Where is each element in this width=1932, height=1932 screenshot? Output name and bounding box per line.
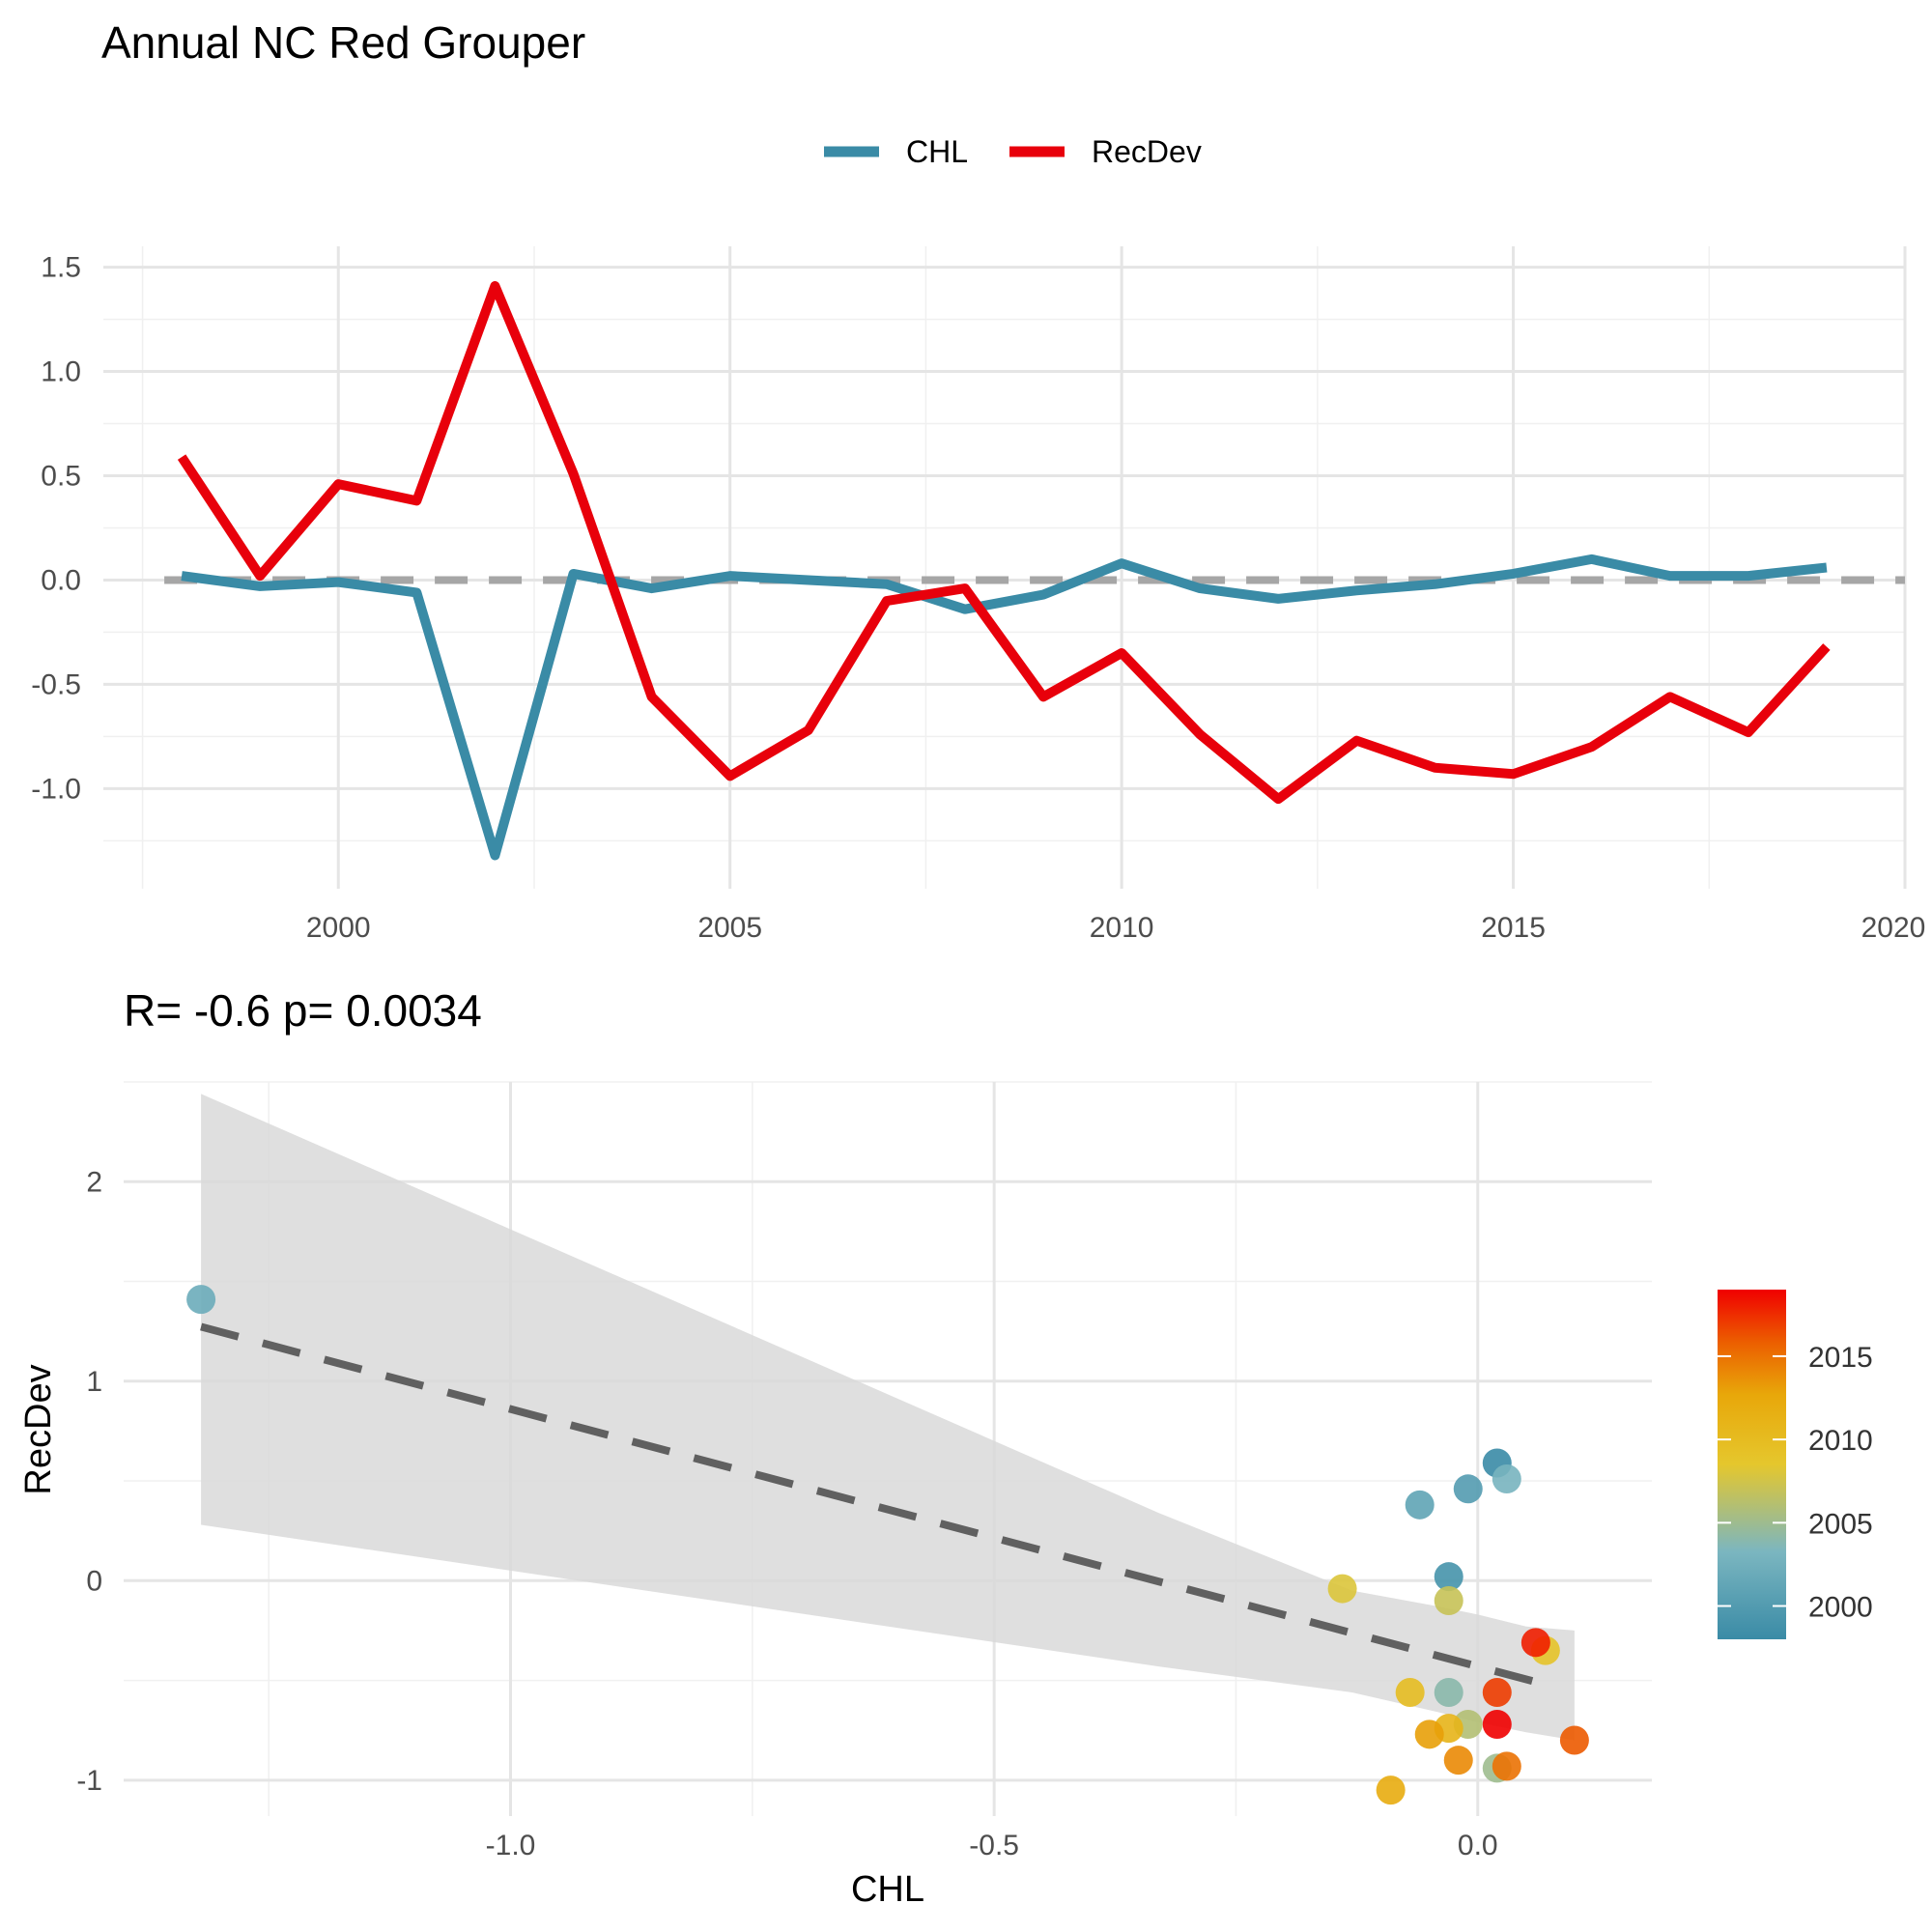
x-axis-title: CHL xyxy=(851,1869,924,1910)
x-tick-label: 0.0 xyxy=(1458,1830,1498,1861)
y-tick-label: 2 xyxy=(86,1166,102,1198)
scatter-point xyxy=(1327,1574,1357,1604)
scatter-point xyxy=(186,1285,216,1315)
y-tick-label: -1.0 xyxy=(31,773,81,805)
figure-title: Annual NC Red Grouper xyxy=(101,17,585,68)
scatter-point xyxy=(1453,1474,1483,1504)
colorbar-tick-label: 2010 xyxy=(1808,1425,1873,1457)
scatter-point xyxy=(1492,1463,1521,1493)
scatter-point xyxy=(1405,1490,1435,1520)
x-tick-label: -0.5 xyxy=(969,1830,1019,1861)
y-tick-label: 1 xyxy=(86,1366,102,1398)
legend-label-chl: CHL xyxy=(906,134,968,169)
legend-label-recdev: RecDev xyxy=(1092,134,1202,169)
scatter-point xyxy=(1395,1677,1425,1707)
x-tick-label: 2015 xyxy=(1481,912,1546,944)
colorbar xyxy=(1718,1290,1786,1639)
legend: CHL RecDev xyxy=(824,134,1202,169)
scatter-y-ticks: -1 0 1 2 xyxy=(76,1166,102,1797)
colorbar-tick-label: 2005 xyxy=(1808,1508,1873,1540)
y-tick-label: 1.5 xyxy=(41,252,81,284)
y-tick-label: 0.5 xyxy=(41,461,81,493)
scatter-points xyxy=(186,1285,1589,1805)
x-tick-label: -1.0 xyxy=(486,1830,536,1861)
scatter-point xyxy=(1482,1677,1512,1707)
x-tick-label: 2000 xyxy=(306,912,371,944)
y-tick-label: 0 xyxy=(86,1565,102,1597)
colorbar-legend: 2000 2005 2010 2015 xyxy=(1718,1290,1873,1639)
scatter-point xyxy=(1414,1719,1444,1749)
x-tick-label: 2020 xyxy=(1861,912,1926,944)
scatter-point xyxy=(1434,1562,1463,1592)
x-tick-label: 2010 xyxy=(1090,912,1154,944)
time-series-panel: -1.0 -0.5 0.0 0.5 1.0 1.5 2000 2005 2010 2015 202… xyxy=(31,246,1925,944)
scatter-point xyxy=(1520,1628,1550,1658)
colorbar-tick-label: 2000 xyxy=(1808,1592,1873,1624)
x-tick-label: 2005 xyxy=(697,912,762,944)
confidence-ribbon xyxy=(201,1094,1575,1741)
series-line-recdev xyxy=(177,281,1831,805)
scatter-point xyxy=(1434,1585,1463,1615)
scatter-point xyxy=(1376,1776,1406,1805)
time-series-y-ticks: -1.0 -0.5 0.0 0.5 1.0 1.5 xyxy=(31,252,81,806)
time-series-x-ticks: 2000 2005 2010 2015 2020 xyxy=(306,912,1925,944)
y-tick-label: 1.0 xyxy=(41,356,81,388)
y-tick-label: 0.0 xyxy=(41,564,81,596)
regression-line xyxy=(200,1322,1556,1691)
scatter-point xyxy=(1559,1725,1589,1755)
scatter-point xyxy=(1443,1746,1473,1776)
scatter-x-ticks: -1.0 -0.5 0.0 xyxy=(486,1830,1498,1861)
series-line-chl xyxy=(181,554,1828,861)
y-axis-title: RecDev xyxy=(18,1364,59,1494)
scatter-point xyxy=(1492,1751,1521,1781)
scatter-point xyxy=(1434,1677,1463,1707)
time-series-grid xyxy=(103,246,1907,889)
y-tick-label: -0.5 xyxy=(31,668,81,700)
colorbar-tick-label: 2015 xyxy=(1808,1342,1873,1374)
colorbar-ticks: 2000 2005 2010 2015 xyxy=(1718,1342,1873,1624)
scatter-point xyxy=(1482,1710,1512,1739)
scatter-panel: -1 0 1 2 -1.0 -0.5 0.0 CHL RecDev xyxy=(18,1081,1652,1910)
scatter-subtitle: R= -0.6 p= 0.0034 xyxy=(124,985,482,1036)
y-tick-label: -1 xyxy=(76,1765,102,1797)
